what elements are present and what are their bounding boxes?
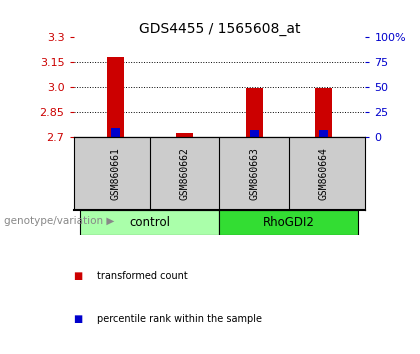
Text: RhoGDI2: RhoGDI2 <box>263 216 315 229</box>
Text: ■: ■ <box>74 271 83 281</box>
Bar <box>111 129 120 137</box>
Text: GSM860662: GSM860662 <box>180 147 190 200</box>
Bar <box>220 210 358 235</box>
Text: GSM860664: GSM860664 <box>319 147 329 200</box>
Bar <box>246 88 263 137</box>
Bar <box>250 130 259 137</box>
Text: percentile rank within the sample: percentile rank within the sample <box>97 314 262 324</box>
Text: control: control <box>129 216 171 229</box>
Text: GSM860661: GSM860661 <box>110 147 120 200</box>
Text: ■: ■ <box>74 314 83 324</box>
Title: GDS4455 / 1565608_at: GDS4455 / 1565608_at <box>139 22 300 36</box>
Text: transformed count: transformed count <box>97 271 187 281</box>
Bar <box>319 130 328 137</box>
Text: genotype/variation ▶: genotype/variation ▶ <box>4 216 115 226</box>
Bar <box>315 88 332 137</box>
Bar <box>107 57 124 137</box>
Bar <box>81 210 220 235</box>
Bar <box>176 133 193 137</box>
Text: GSM860663: GSM860663 <box>249 147 259 200</box>
